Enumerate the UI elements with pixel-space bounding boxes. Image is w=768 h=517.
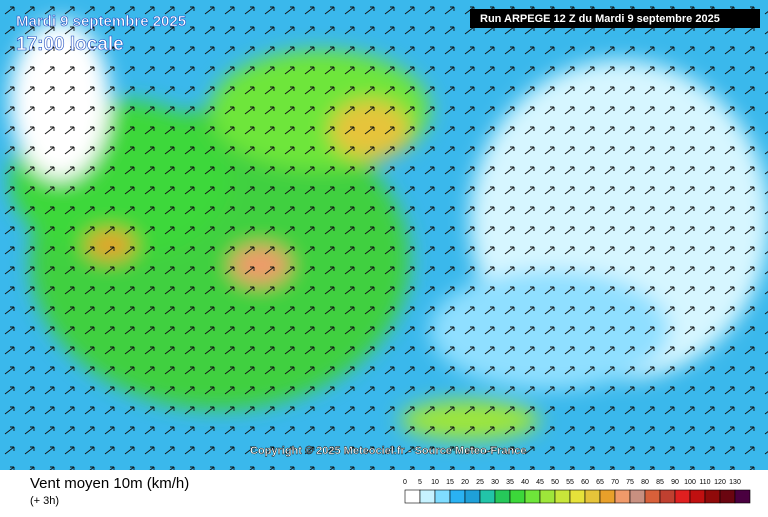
legend-label: 35 — [506, 479, 514, 486]
legend-label: 70 — [611, 479, 619, 486]
legend-swatch — [539, 489, 556, 504]
legend-label: 40 — [521, 479, 529, 486]
legend-swatch — [734, 489, 751, 504]
legend-swatch — [434, 489, 451, 504]
legend-label: 60 — [581, 479, 589, 486]
legend-subtitle: (+ 3h) — [30, 495, 59, 507]
legend-label: 45 — [536, 479, 544, 486]
legend-label: 110 — [699, 479, 710, 486]
legend-swatch — [554, 489, 571, 504]
legend-label: 120 — [714, 479, 726, 486]
legend-swatch — [494, 489, 511, 504]
legend: 0 5 10 15 20 25 30 35 40 45 50 55 60 65 70 75 80 85 90 100 1… — [403, 479, 751, 504]
legend-swatch — [599, 489, 616, 504]
legend-swatch — [524, 489, 541, 504]
legend-swatch — [704, 489, 721, 504]
legend-swatch — [464, 489, 481, 504]
legend-label: 50 — [551, 479, 559, 486]
legend-swatch — [719, 489, 736, 504]
legend-swatch — [674, 489, 691, 504]
legend-label: 85 — [656, 479, 664, 486]
legend-swatch — [584, 489, 601, 504]
legend-label: 75 — [626, 479, 634, 486]
legend-swatch — [419, 489, 436, 504]
legend-label: 55 — [566, 479, 574, 486]
legend-label: 100 — [684, 479, 696, 486]
time-title: 17:00 locale — [16, 34, 124, 55]
date-title: Mardi 9 septembre 2025 — [16, 13, 186, 30]
legend-title: Vent moyen 10m (km/h) — [30, 475, 189, 492]
legend-swatch — [614, 489, 631, 504]
legend-swatch — [659, 489, 676, 504]
legend-swatch — [509, 489, 526, 504]
legend-swatch — [404, 489, 421, 504]
legend-swatch — [644, 489, 661, 504]
legend-label: 30 — [491, 479, 499, 486]
credit: Copyright © 2025 Meteociel.fr - Source M… — [250, 445, 526, 457]
legend-label: 130 — [729, 479, 741, 486]
legend-label: 5 — [418, 479, 422, 486]
legend-swatch — [569, 489, 586, 504]
legend-swatch — [689, 489, 706, 504]
legend-swatch — [449, 489, 466, 504]
legend-label: 65 — [596, 479, 604, 486]
legend-label: 10 — [431, 479, 439, 486]
legend-label: 20 — [461, 479, 469, 486]
legend-label: 15 — [446, 479, 454, 486]
legend-label: 0 — [403, 479, 407, 486]
legend-swatch — [629, 489, 646, 504]
map — [0, 0, 768, 470]
legend-label: 90 — [671, 479, 679, 486]
legend-label: 25 — [476, 479, 484, 486]
run-label: Run ARPEGE 12 Z du Mardi 9 septembre 202… — [480, 13, 720, 25]
legend-swatch — [479, 489, 496, 504]
legend-label: 80 — [641, 479, 649, 486]
